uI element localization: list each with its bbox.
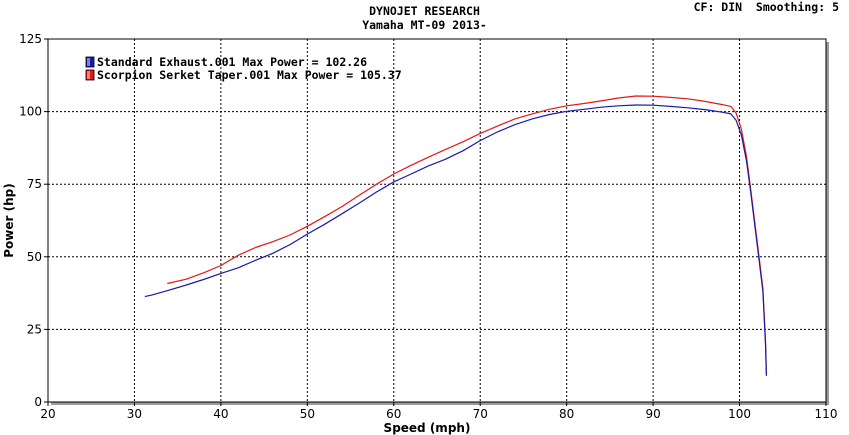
legend-swatch-highlight bbox=[87, 58, 90, 66]
x-tick-label: 110 bbox=[815, 407, 838, 421]
x-tick-label: 60 bbox=[386, 407, 401, 421]
x-tick-label: 20 bbox=[40, 407, 55, 421]
plot-area bbox=[47, 38, 827, 403]
y-tick-label: 50 bbox=[27, 250, 42, 264]
legend-swatch-highlight bbox=[87, 71, 90, 79]
x-axis-label: Speed (mph) bbox=[384, 421, 471, 435]
series-line-standard-exhaust bbox=[144, 104, 767, 376]
chart-subtitle: Yamaha MT-09 2013- bbox=[362, 18, 487, 32]
x-tick-label: 40 bbox=[213, 407, 228, 421]
legend-entry: Standard Exhaust.001 Max Power = 102.26 bbox=[97, 55, 367, 69]
chart-title: DYNOJET RESEARCH bbox=[369, 4, 480, 18]
y-tick-label: 100 bbox=[19, 105, 42, 119]
x-tick-label: 50 bbox=[300, 407, 315, 421]
y-tick-label: 25 bbox=[27, 322, 42, 336]
x-tick-label: 90 bbox=[645, 407, 660, 421]
legend-entry: Scorpion Serket Taper.001 Max Power = 10… bbox=[97, 68, 402, 82]
dyno-settings-label: CF: DIN Smoothing: 5 bbox=[693, 0, 839, 14]
series-line-scorpion-serket bbox=[167, 95, 767, 375]
x-tick-label: 70 bbox=[473, 407, 488, 421]
legend-swatch bbox=[85, 56, 95, 68]
legend-swatch bbox=[85, 69, 95, 81]
y-tick-label: 125 bbox=[19, 32, 42, 46]
x-tick-label: 80 bbox=[559, 407, 574, 421]
y-tick-label: 75 bbox=[27, 177, 42, 191]
y-axis-label: Power (hp) bbox=[2, 183, 16, 257]
x-tick-label: 30 bbox=[127, 407, 142, 421]
x-tick-label: 100 bbox=[728, 407, 751, 421]
y-tick-label: 0 bbox=[34, 395, 42, 409]
